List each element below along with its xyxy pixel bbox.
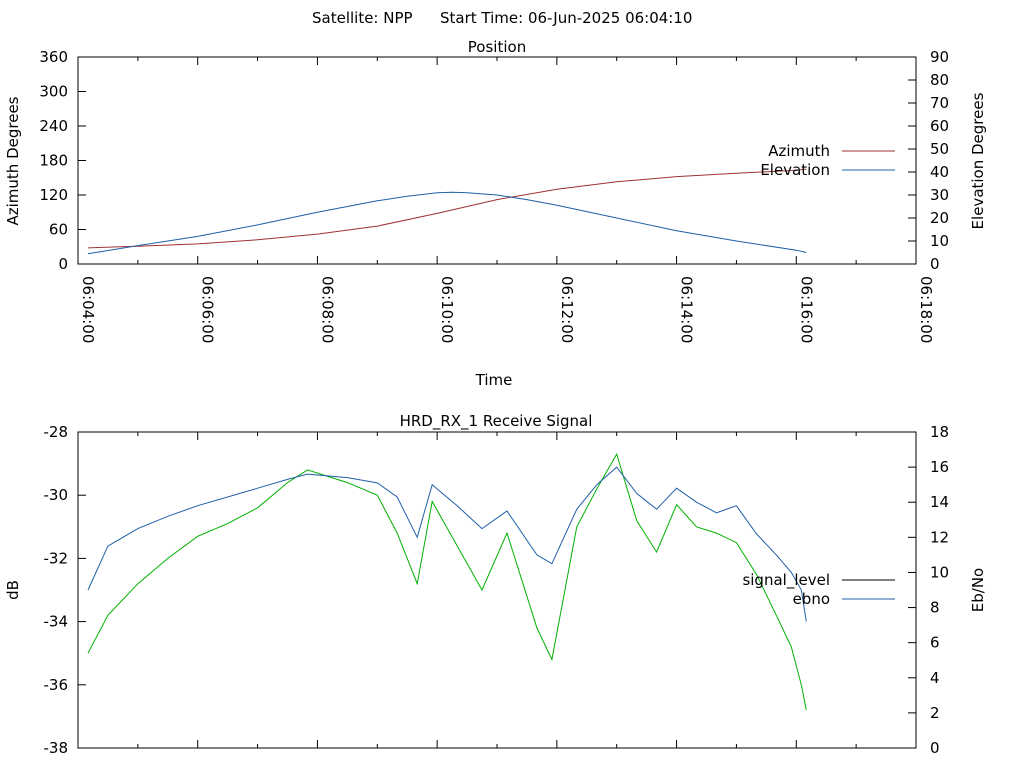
signal-y2tick-label: 12 [930, 528, 949, 546]
position-y2tick-label: 50 [930, 140, 949, 158]
position-y2tick-label: 40 [930, 163, 949, 181]
position-y2tick-label: 80 [930, 71, 949, 89]
position-series-Azimuth-line [87, 168, 807, 249]
signal-ytick-label: -28 [44, 423, 69, 441]
header-start-time: Start Time: 06-Jun-2025 06:04:10 [440, 9, 692, 27]
position-y2tick-label: 60 [930, 117, 949, 135]
position-ytick-label: 300 [39, 83, 68, 101]
signal-ylabel: dB [4, 580, 22, 600]
signal-y2tick-label: 6 [930, 634, 940, 652]
position-axes: 0 60 120 180 240 300 360 0 10 20 30 40 50 60 70 80 90 06:… [39, 48, 949, 343]
signal-y2tick-label: 2 [930, 704, 940, 722]
position-xtick-label: 06:12:00 [558, 276, 576, 343]
position-ytick-label: 60 [49, 221, 68, 239]
position-ytick-label: 180 [39, 152, 68, 170]
position-xtick-label: 06:16:00 [797, 276, 815, 343]
signal-ytick-label: -36 [44, 676, 69, 694]
position-y2tick-label: 20 [930, 209, 949, 227]
signal-chart: HRD_RX_1 Receive Signal dB Eb/No -38-36-… [4, 412, 987, 757]
signal-y2tick-label: 10 [930, 563, 949, 581]
position-ytick-label: 360 [39, 48, 68, 66]
position-y2label: Elevation Degrees [969, 92, 987, 229]
position-xtick-label: 06:10:00 [438, 276, 456, 343]
position-xtick-label: 06:08:00 [318, 276, 336, 343]
signal-series-ebno-line [87, 466, 807, 622]
position-y2tick-label: 90 [930, 48, 949, 66]
position-xtick-label: 06:04:00 [79, 276, 97, 343]
signal-plot-frame [77, 431, 917, 749]
signal-y2tick-label: 14 [930, 493, 949, 511]
position-ytick-label: 120 [39, 186, 68, 204]
signal-y2tick-label: 0 [930, 739, 940, 757]
signal-y2tick-label: 18 [930, 423, 949, 441]
position-y2tick-label: 10 [930, 232, 949, 250]
position-lines [87, 168, 807, 255]
signal-legend-label-signal-level: signal_level [742, 571, 830, 590]
signal-ytick-label: -34 [44, 613, 69, 631]
signal-legend-label-ebno: ebno [793, 590, 830, 608]
position-legend-label-Azimuth: Azimuth [768, 142, 830, 160]
signal-y2tick-label: 4 [930, 669, 940, 687]
signal-ytick-label: -30 [44, 486, 69, 504]
position-xtick-label: 06:06:00 [199, 276, 217, 343]
position-xlabel: Time [475, 371, 513, 389]
position-xtick-label: 06:18:00 [917, 276, 935, 343]
signal-y2label: Eb/No [969, 568, 987, 612]
signal-y2tick-label: 8 [930, 599, 940, 617]
signal-ytick-label: -32 [44, 549, 69, 567]
position-title: Position [468, 38, 526, 56]
position-ytick-label: 0 [58, 255, 68, 273]
position-ylabel: Azimuth Degrees [4, 96, 22, 225]
position-xtick-label: 06:14:00 [678, 276, 696, 343]
header-satellite: Satellite: NPP [312, 9, 413, 27]
signal-series-signal-level-line [87, 452, 807, 711]
position-series-Elevation-line [87, 191, 807, 255]
position-y2tick-label: 0 [930, 255, 940, 273]
signal-axes: -38 -36 -34 -32 -30 -28 0 2 4 6 8 10 12 14 16 18 [44, 423, 950, 757]
position-chart: Position Time Azimuth Degrees Elevation … [4, 38, 987, 389]
signal-lines [87, 452, 807, 711]
signal-title: HRD_RX_1 Receive Signal [400, 412, 593, 431]
signal-ytick-label: -38 [44, 739, 69, 757]
position-y2tick-label: 70 [930, 94, 949, 112]
position-y2tick-label: 30 [930, 186, 949, 204]
position-legend-label-Elevation: Elevation [760, 161, 830, 179]
position-ytick-label: 240 [39, 117, 68, 135]
signal-y2tick-label: 16 [930, 458, 949, 476]
